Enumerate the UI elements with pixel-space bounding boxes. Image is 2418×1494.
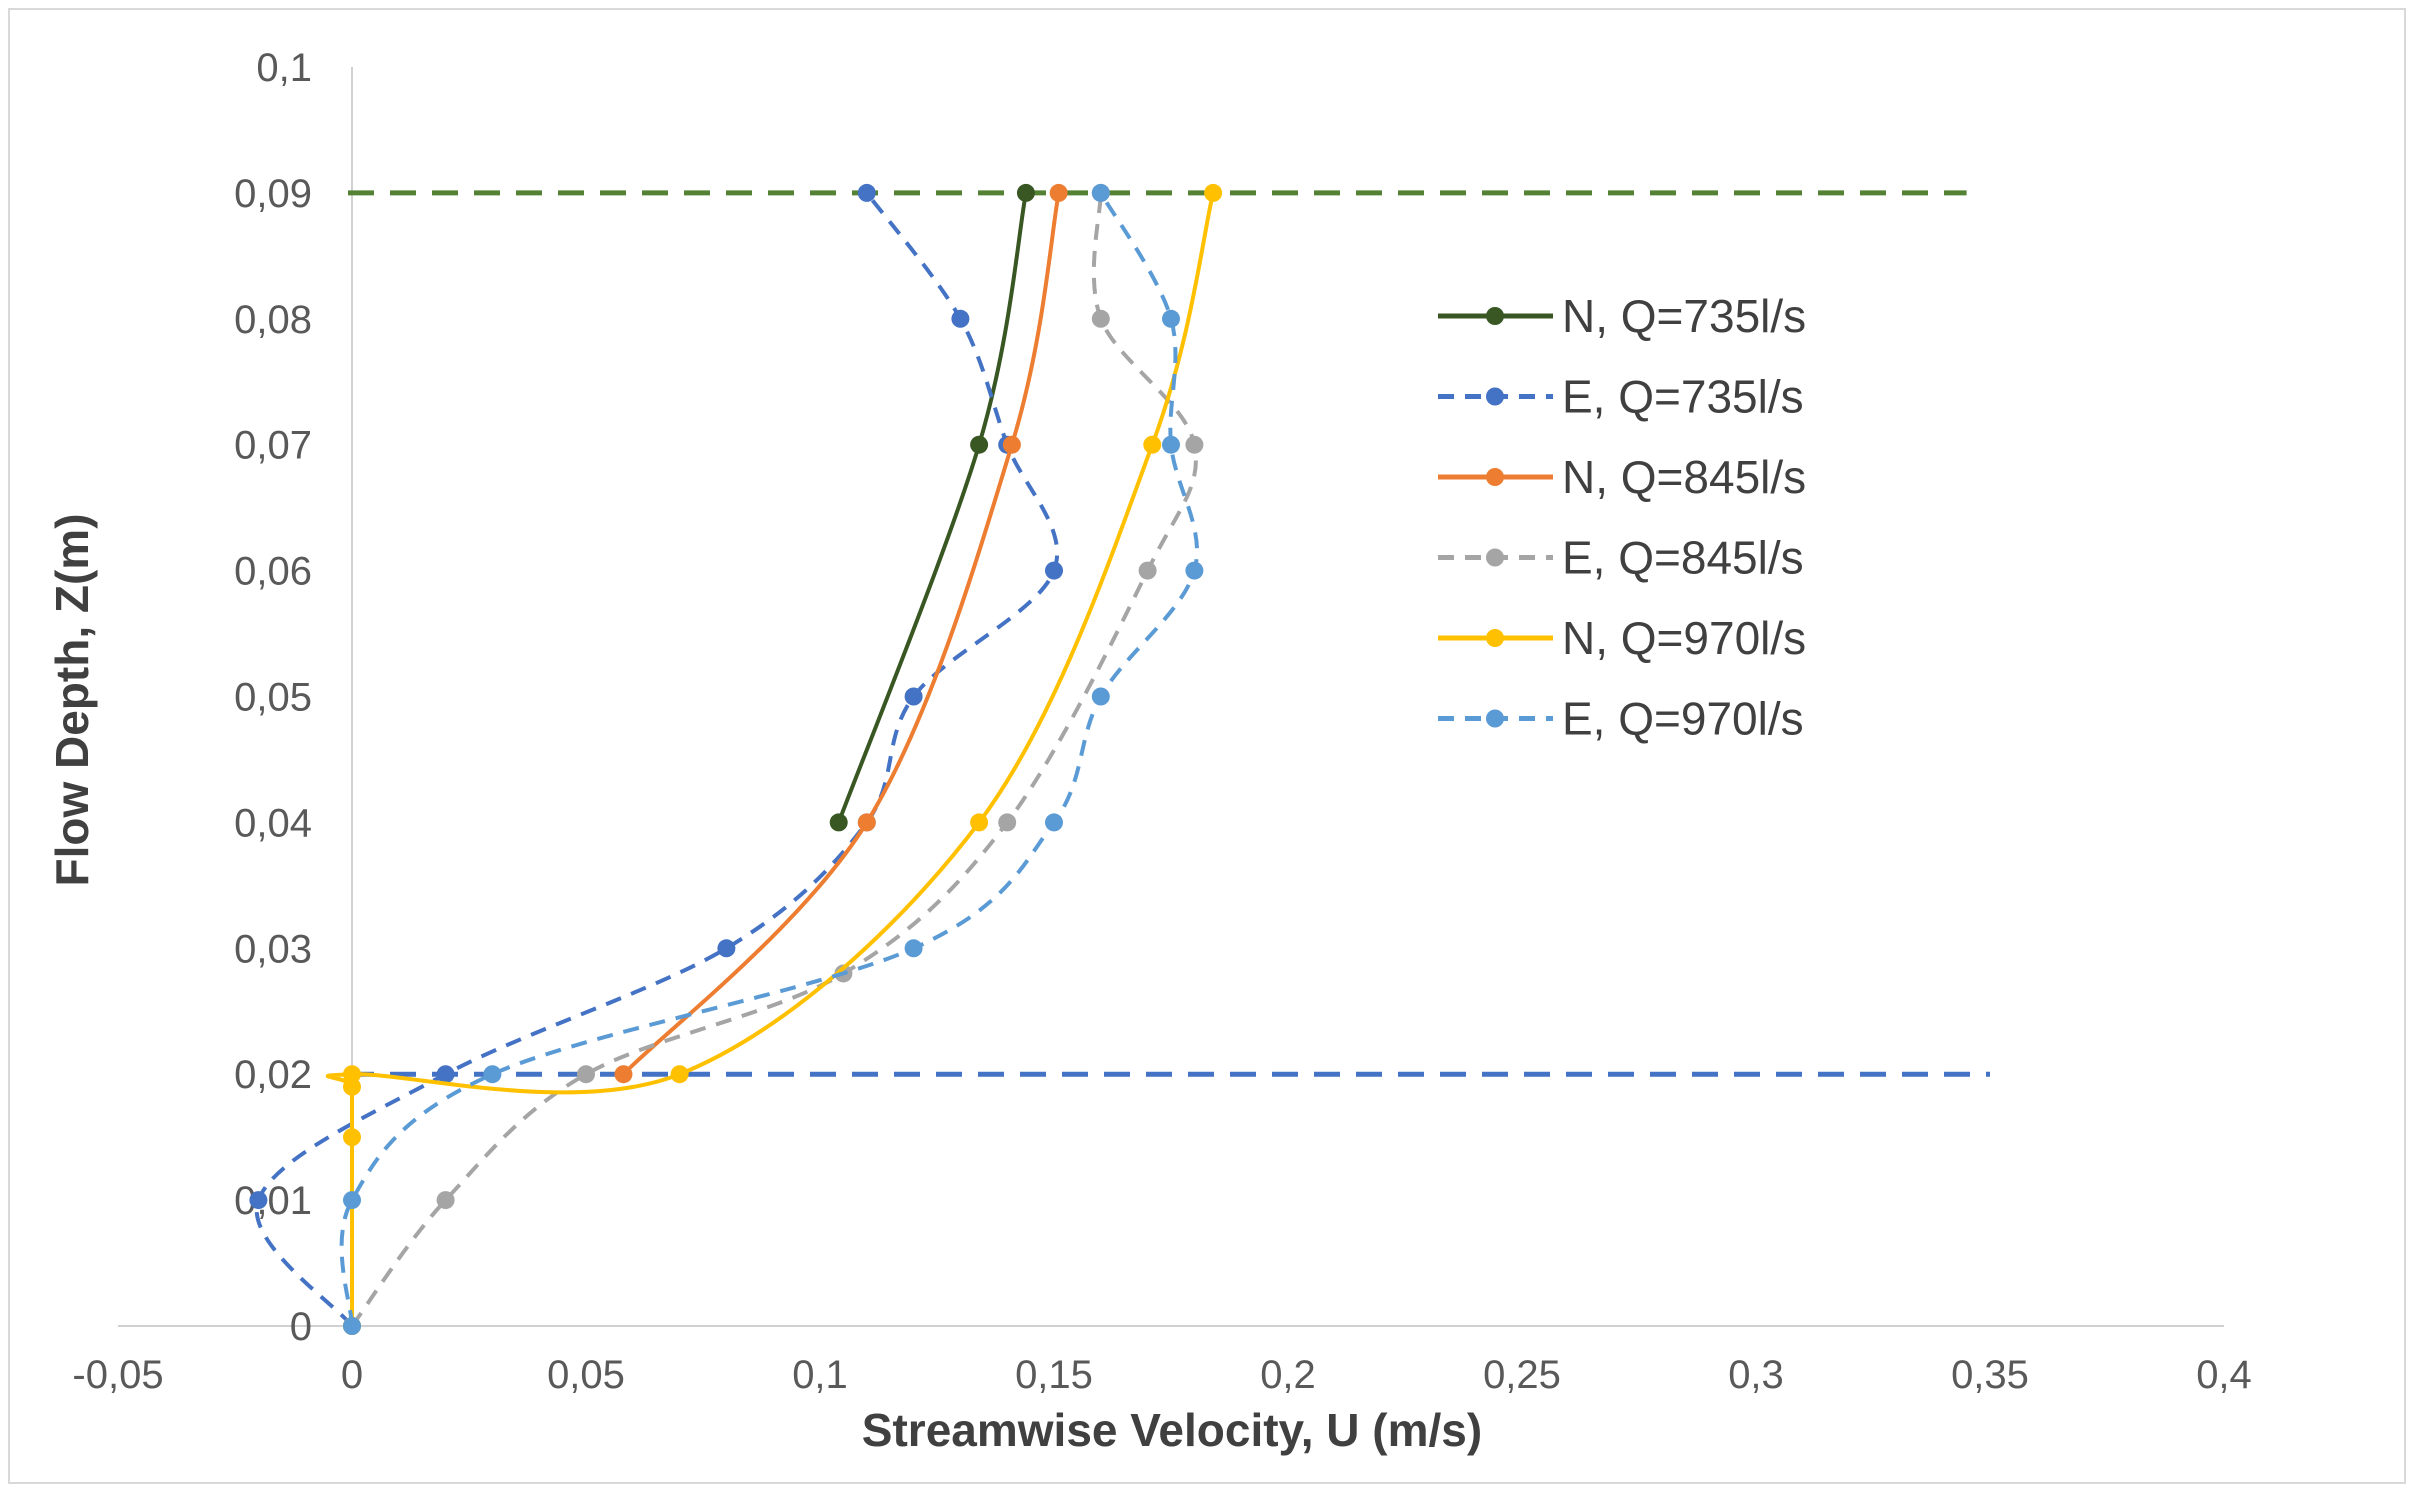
series-line-2: [254, 191, 1060, 1328]
data-point: [1143, 435, 1162, 454]
x-tick-label: 0,35: [1951, 1353, 2029, 1397]
data-point: [249, 1191, 268, 1210]
x-tick-label: 0,3: [1728, 1353, 1784, 1397]
data-point: [1045, 561, 1063, 580]
data-point: [1204, 183, 1223, 202]
data-point: [970, 435, 989, 454]
y-tick-label: 0,02: [234, 1053, 312, 1097]
y-tick-label: 0,05: [234, 676, 312, 720]
legend-swatch-marker: [1486, 468, 1504, 486]
y-tick-label: 0,03: [234, 927, 312, 971]
data-point: [904, 939, 923, 958]
y-tick-label: 0,1: [256, 46, 312, 90]
data-point: [857, 183, 876, 202]
legend-label: N, Q=970l/s: [1562, 612, 1806, 664]
data-point: [904, 687, 923, 706]
x-tick-label: 0,05: [547, 1353, 625, 1397]
y-axis-title: Flow Depth, Z(m): [46, 513, 98, 886]
data-point: [857, 813, 876, 832]
y-tick-label: 0,09: [234, 172, 312, 216]
data-point: [1162, 435, 1180, 454]
series-layer: [249, 183, 1223, 1335]
data-point: [1185, 561, 1204, 580]
x-tick-label: 0,2: [1260, 1353, 1316, 1397]
data-point: [577, 1065, 595, 1084]
chart-frame: -0,05 0 0,05 0,1 0,15 0,2 0,25 0,3 0,35 0,4 0 0,01 0…: [8, 8, 2406, 1484]
legend-swatch-marker: [1486, 307, 1504, 325]
data-point: [343, 1065, 361, 1084]
x-axis-title: Streamwise Velocity, U (m/s): [862, 1404, 1482, 1456]
legend-swatch-marker: [1486, 387, 1504, 406]
data-point: [1091, 309, 1110, 328]
data-point: [1091, 687, 1110, 706]
data-point: [1138, 561, 1157, 580]
data-point: [343, 1128, 361, 1147]
data-point: [436, 1191, 455, 1210]
legend-label: N, Q=735l/s: [1562, 290, 1806, 342]
series-line-1: [836, 192, 1028, 824]
x-tick-label: -0,05: [72, 1353, 163, 1397]
data-point: [670, 1065, 689, 1084]
data-point: [614, 1065, 633, 1084]
legend-label: N, Q=845l/s: [1562, 451, 1806, 503]
legend-label: E, Q=845l/s: [1562, 532, 1804, 584]
series-line-6: [339, 191, 1199, 1327]
legend-swatch-marker: [1486, 548, 1504, 567]
x-tick-label: 0: [341, 1353, 363, 1397]
data-point: [1016, 183, 1035, 202]
data-point: [829, 813, 848, 832]
data-point: [483, 1065, 502, 1084]
data-point: [343, 1077, 361, 1096]
data-point: [1045, 813, 1063, 832]
y-tick-label: 0,06: [234, 550, 312, 594]
series-line-5: [325, 192, 1216, 1327]
data-point: [436, 1065, 455, 1084]
x-tick-label: 0,15: [1015, 1353, 1093, 1397]
data-point: [1091, 183, 1110, 202]
series-line-4: [350, 192, 1198, 1328]
x-tick-label: 0,25: [1483, 1353, 1561, 1397]
data-point: [1049, 183, 1068, 202]
legend: N, Q=735l/s E, Q=735l/s N, Q=845l/s E, Q=84…: [1438, 290, 1806, 745]
data-point: [343, 1191, 361, 1210]
legend-label: E, Q=970l/s: [1562, 693, 1804, 745]
data-point: [1002, 435, 1021, 454]
y-tick-label: 0,04: [234, 801, 312, 845]
data-point: [717, 939, 736, 958]
data-point: [970, 813, 989, 832]
data-point: [1162, 309, 1180, 328]
legend-swatch-marker: [1486, 709, 1504, 728]
series-line-3: [621, 192, 1061, 1076]
chart-svg: -0,05 0 0,05 0,1 0,15 0,2 0,25 0,3 0,35 0,4 0 0,01 0…: [46, 46, 2252, 1456]
y-tick-label: 0: [290, 1305, 312, 1349]
legend-label: E, Q=735l/s: [1562, 371, 1804, 423]
axes-layer: -0,05 0 0,05 0,1 0,15 0,2 0,25 0,3 0,35 0,4 0 0,01 0…: [72, 46, 2251, 1397]
data-point: [1185, 435, 1204, 454]
legend-swatch-marker: [1486, 629, 1504, 647]
y-tick-label: 0,08: [234, 298, 312, 342]
data-point: [998, 813, 1017, 832]
data-point: [951, 309, 970, 328]
x-tick-label: 0,4: [2196, 1353, 2252, 1397]
data-point: [343, 1317, 361, 1335]
y-tick-label: 0,01: [234, 1179, 312, 1223]
y-tick-label: 0,07: [234, 424, 312, 468]
x-tick-label: 0,1: [792, 1353, 848, 1397]
